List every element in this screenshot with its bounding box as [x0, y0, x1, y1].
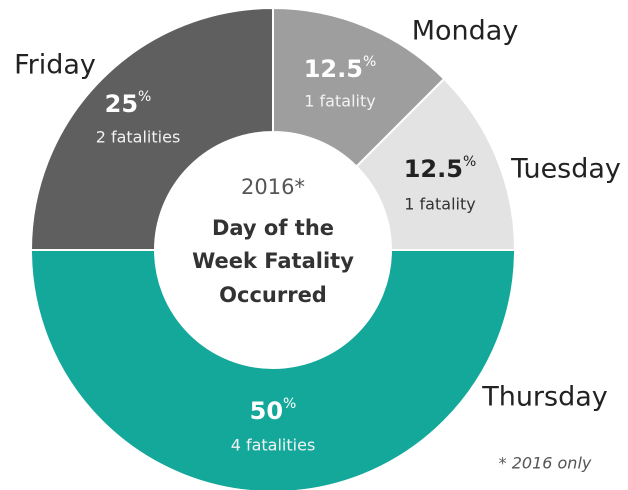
- value-unit: %: [363, 54, 376, 70]
- category-label: Tuesday: [510, 154, 621, 185]
- value-unit: %: [463, 154, 476, 170]
- category-label: Thursday: [481, 382, 608, 413]
- category-label: Monday: [412, 16, 519, 47]
- value-label: 12.5%: [304, 54, 377, 83]
- center-subtitle: 2016*: [241, 175, 305, 199]
- footnote: * 2016 only: [499, 454, 592, 473]
- value-number: 12.5: [404, 155, 463, 183]
- value-detail: 4 fatalities: [231, 436, 316, 455]
- value-detail: 1 fatality: [304, 92, 375, 111]
- value-number: 12.5: [304, 55, 363, 83]
- center-title: Day of the: [212, 216, 334, 240]
- value-label: 12.5%: [404, 154, 477, 183]
- value-unit: %: [283, 396, 296, 412]
- value-label: 25%: [105, 89, 152, 118]
- value-unit: %: [138, 89, 151, 105]
- donut-segment: [29, 6, 274, 251]
- center-title: Week Fatality: [192, 249, 354, 273]
- value-detail: 2 fatalities: [96, 128, 181, 147]
- value-label: 50%: [250, 396, 297, 425]
- center-title: Occurred: [219, 283, 327, 307]
- value-number: 50: [250, 397, 283, 425]
- value-number: 25: [105, 90, 138, 118]
- value-detail: 1 fatality: [404, 195, 475, 214]
- labels: Monday 12.5% 1 fatality Tuesday 12.5% 1 fatal…: [14, 16, 621, 455]
- donut-segment: [29, 249, 517, 490]
- category-label: Friday: [14, 50, 96, 81]
